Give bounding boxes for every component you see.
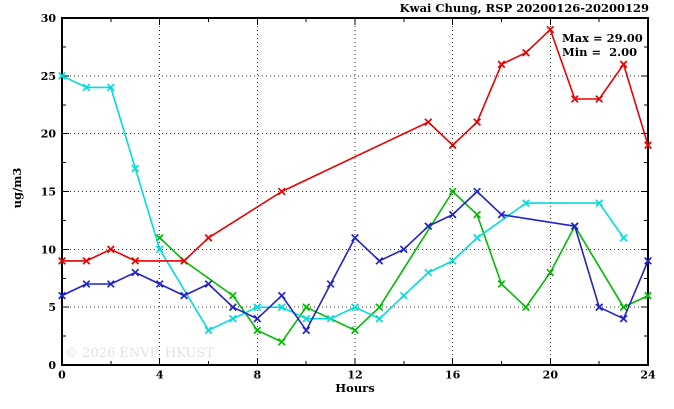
y-tick-label: 15 [41, 186, 56, 199]
series-blue-marker [106, 280, 115, 288]
series-cyan-marker [204, 326, 213, 335]
x-tick-label: 16 [445, 369, 461, 382]
plot-grid-layer: 0 4 8 12 16 20 24 0 5 10 15 20 25 30 [41, 12, 656, 382]
series-blue-marker [570, 222, 579, 231]
series-cyan-marker [58, 71, 66, 80]
series-cyan-marker [619, 233, 628, 242]
y-tick-label: 0 [48, 359, 56, 372]
series-red-marker [82, 256, 91, 265]
x-axis-title: Hours [335, 381, 374, 395]
series-cyan-marker [228, 314, 237, 323]
series-red-marker [644, 141, 652, 150]
series-red-marker [180, 256, 189, 265]
series-green-marker [351, 326, 359, 335]
series-green-marker [546, 268, 555, 277]
series-red-marker [595, 95, 604, 103]
series-green-marker [253, 326, 262, 335]
series-blue-marker [204, 280, 213, 288]
x-tick-label: 12 [347, 369, 362, 382]
series-blue-marker [302, 326, 311, 335]
series-cyan-marker [277, 303, 286, 312]
series-green-marker [644, 291, 652, 300]
y-tick-label: 30 [41, 12, 57, 25]
series-blue-marker [277, 291, 286, 300]
series-red-marker [570, 95, 579, 103]
legend-min-label: Min = 2.00 [562, 45, 637, 59]
y-axis-title: ug/m3 [10, 168, 24, 209]
series-cyan-marker [424, 268, 433, 277]
series-blue-marker [424, 222, 433, 231]
y-tick-label: 5 [48, 301, 56, 314]
y-tick-label: 10 [41, 243, 57, 256]
series-green-marker [302, 303, 311, 312]
series-cyan-marker [82, 83, 91, 92]
series-cyan-marker [473, 233, 482, 242]
series-cyan-line [61, 75, 625, 332]
series-cyan-marker [253, 303, 262, 312]
watermark: © 2026 ENVF, HKUST [65, 346, 214, 361]
x-tick-label: 20 [543, 369, 559, 382]
series-blue-marker [228, 303, 237, 312]
series-cyan-marker [131, 164, 140, 173]
series-blue-marker [595, 303, 604, 312]
series-red-marker [619, 60, 628, 69]
series-blue-marker [58, 291, 66, 300]
y-tick-label: 20 [41, 128, 57, 141]
series-blue-marker [375, 256, 384, 265]
series-green-marker [448, 187, 457, 196]
series-green-marker [375, 303, 384, 312]
x-tick-label: 4 [156, 369, 164, 382]
chart-title: Kwai Chung, RSP 20200126-20200129 [400, 1, 649, 15]
series-red-marker [204, 233, 213, 242]
series-cyan-marker [351, 303, 359, 312]
series-red-marker [546, 25, 555, 34]
series-blue-marker [644, 256, 652, 265]
series-cyan-marker [302, 314, 311, 323]
series-blue-marker [253, 314, 262, 323]
series-red-marker [497, 60, 506, 69]
x-tick-label: 24 [640, 369, 656, 382]
series-blue-marker [351, 233, 359, 242]
series-red-marker [58, 256, 66, 265]
series-green-marker [228, 291, 237, 300]
series-green-marker [521, 303, 530, 312]
series-red-marker [131, 256, 140, 265]
series-cyan-marker [155, 245, 164, 254]
series-red-marker [424, 118, 433, 127]
series-green-marker [497, 280, 506, 288]
series-red-marker [473, 118, 482, 127]
series-blue-marker [619, 314, 628, 323]
plot-series-layer [58, 25, 652, 346]
series-cyan-marker [448, 256, 457, 265]
series-red-marker [448, 141, 457, 150]
series-cyan-marker [399, 291, 408, 300]
series-blue-marker [326, 280, 335, 288]
x-tick-label: 0 [58, 369, 66, 382]
series-red-marker [106, 245, 115, 254]
series-blue-marker [82, 280, 91, 288]
series-blue-marker [131, 268, 140, 277]
series-blue-marker [497, 210, 506, 219]
series-red-marker [277, 187, 286, 196]
x-tick-label: 8 [254, 369, 262, 382]
series-blue-marker [180, 291, 189, 300]
series-blue-marker [448, 210, 457, 219]
y-tick-label: 25 [41, 70, 56, 83]
series-cyan-marker [375, 314, 384, 323]
series-cyan-marker [521, 199, 530, 208]
series-blue-marker [155, 280, 164, 288]
series-blue-marker [473, 187, 482, 196]
series-cyan-marker [326, 314, 335, 323]
series-green-marker [277, 337, 286, 346]
series-blue-marker [399, 245, 408, 254]
legend-max-label: Max = 29.00 [562, 31, 643, 45]
series-cyan-marker [595, 199, 604, 208]
series-green-marker [473, 210, 482, 219]
series-cyan-marker [106, 83, 115, 92]
series-red-marker [521, 48, 530, 57]
series-green-marker [619, 303, 628, 312]
